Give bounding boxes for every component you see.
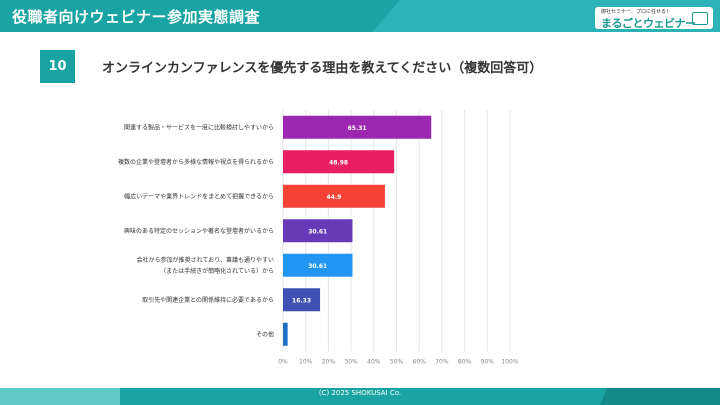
question-number: 10 <box>40 50 75 83</box>
bar-data-label: 30.61 <box>308 263 327 270</box>
category-label: 複数の企業や登壇者から多様な情報や視点を得られるから <box>118 158 274 166</box>
header-title-band <box>0 0 400 32</box>
page-title: 役職者向けウェビナー参加実態調査 <box>12 8 261 26</box>
x-tick-label: 50% <box>390 359 404 366</box>
logo-text: まるごとウェビナー <box>601 17 696 30</box>
screen-icon <box>692 12 708 25</box>
x-tick-label: 70% <box>435 359 449 366</box>
bar <box>283 115 432 139</box>
x-tick-label: 60% <box>413 359 427 366</box>
x-tick-label: 100% <box>501 359 518 366</box>
bar <box>283 322 288 346</box>
x-tick-label: 80% <box>458 359 472 366</box>
bar-data-label: 48.98 <box>329 159 348 166</box>
bar-data-label: 16.33 <box>292 297 311 304</box>
x-tick-label: 90% <box>481 359 495 366</box>
bar <box>283 253 353 277</box>
x-tick-label: 0% <box>278 359 288 366</box>
bar <box>283 150 395 174</box>
bar <box>283 288 321 312</box>
category-label: その他 <box>256 330 274 338</box>
bar-data-label: 65.31 <box>348 125 367 132</box>
x-tick-label: 30% <box>344 359 358 366</box>
category-label: 幅広いテーマや業界トレンドをまとめて把握できるから <box>124 192 274 200</box>
category-label: （または手続きが簡略化されている）から <box>160 267 274 275</box>
logo-tagline: 御社セミナー、プロに任せる！ <box>601 9 671 15</box>
category-label: 会社から参加が推奨されており、稟議も通りやすい <box>137 256 274 264</box>
category-label: 取引先や関連企業との関係維持に必要であるから <box>142 296 274 304</box>
bar-data-label: 30.61 <box>308 228 327 235</box>
footer-accent-right <box>600 388 720 405</box>
x-tick-label: 20% <box>322 359 336 366</box>
footer-accent-left <box>0 388 120 405</box>
copyright-text: (C) 2025 SHOKUSAI Co. <box>318 389 402 397</box>
question-text: オンラインカンファレンスを優先する理由を教えてください（複数回答可） <box>102 61 543 76</box>
x-tick-label: 40% <box>367 359 381 366</box>
brand-logo: 御社セミナー、プロに任せる！ まるごとウェビナー <box>595 7 713 30</box>
category-label: 関連する製品・サービスを一度に比較検討しやすいから <box>124 123 274 131</box>
x-tick-label: 10% <box>299 359 313 366</box>
bar-data-label: 44.9 <box>327 194 342 201</box>
footer-bar <box>0 388 720 405</box>
bar <box>283 219 353 243</box>
bar <box>283 184 385 208</box>
category-label: 興味のある特定のセッションや著名な登壇者がいるから <box>124 227 274 235</box>
